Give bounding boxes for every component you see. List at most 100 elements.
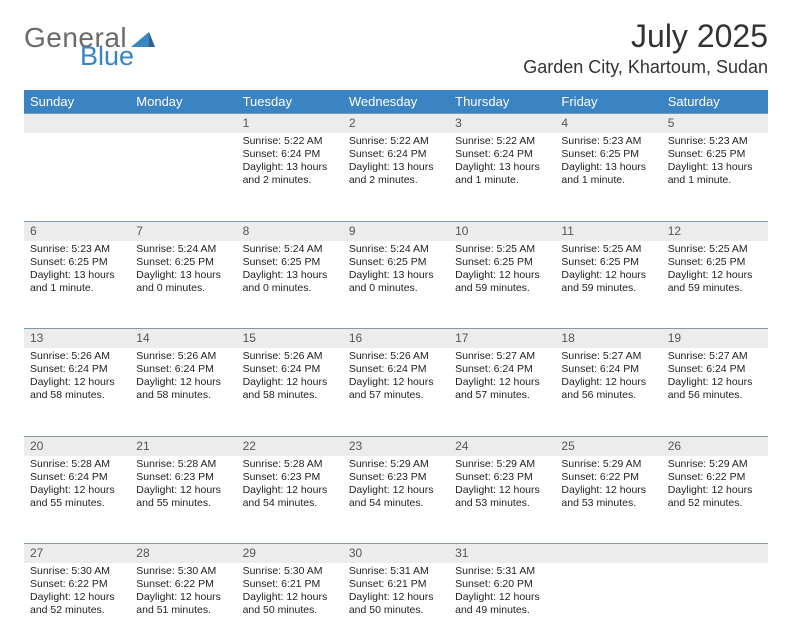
day-number: 26: [668, 439, 681, 453]
title-block: July 2025 Garden City, Khartoum, Sudan: [523, 18, 768, 78]
weekday-header: Wednesday: [343, 90, 449, 114]
day-number-cell: 13: [24, 329, 130, 349]
daynum-row: 12345: [24, 114, 768, 134]
day-detail-cell: Sunrise: 5:30 AMSunset: 6:21 PMDaylight:…: [237, 563, 343, 633]
detail-row: Sunrise: 5:22 AMSunset: 6:24 PMDaylight:…: [24, 133, 768, 221]
day-detail-cell: Sunrise: 5:29 AMSunset: 6:23 PMDaylight:…: [449, 456, 555, 544]
sunset-text: Sunset: 6:24 PM: [455, 148, 549, 161]
location-text: Garden City, Khartoum, Sudan: [523, 57, 768, 78]
day-detail-cell: Sunrise: 5:30 AMSunset: 6:22 PMDaylight:…: [130, 563, 236, 633]
page-header: General Blue July 2025 Garden City, Khar…: [24, 18, 768, 78]
day-number: 12: [668, 224, 681, 238]
day-number-cell: 29: [237, 544, 343, 564]
day-detail-cell: Sunrise: 5:29 AMSunset: 6:22 PMDaylight:…: [555, 456, 661, 544]
day-detail-cell: Sunrise: 5:28 AMSunset: 6:24 PMDaylight:…: [24, 456, 130, 544]
sunrise-text: Sunrise: 5:23 AM: [561, 135, 655, 148]
day-number-cell: 21: [130, 436, 236, 456]
sunrise-text: Sunrise: 5:30 AM: [243, 565, 337, 578]
day-detail-cell: Sunrise: 5:24 AMSunset: 6:25 PMDaylight:…: [237, 241, 343, 329]
sunset-text: Sunset: 6:22 PM: [668, 471, 762, 484]
daylight-text: Daylight: 12 hours and 59 minutes.: [668, 269, 762, 295]
sunset-text: Sunset: 6:24 PM: [455, 363, 549, 376]
day-detail-cell: Sunrise: 5:25 AMSunset: 6:25 PMDaylight:…: [662, 241, 768, 329]
sunrise-text: Sunrise: 5:22 AM: [455, 135, 549, 148]
day-detail-cell: Sunrise: 5:29 AMSunset: 6:23 PMDaylight:…: [343, 456, 449, 544]
sunrise-text: Sunrise: 5:29 AM: [455, 458, 549, 471]
daylight-text: Daylight: 12 hours and 59 minutes.: [455, 269, 549, 295]
daylight-text: Daylight: 12 hours and 52 minutes.: [668, 484, 762, 510]
day-number: 5: [668, 116, 675, 130]
sunset-text: Sunset: 6:24 PM: [136, 363, 230, 376]
daynum-row: 13 14 15 16 17 18 19: [24, 329, 768, 349]
sunrise-text: Sunrise: 5:28 AM: [30, 458, 124, 471]
weekday-header: Monday: [130, 90, 236, 114]
sunset-text: Sunset: 6:24 PM: [349, 363, 443, 376]
sunrise-text: Sunrise: 5:28 AM: [243, 458, 337, 471]
daylight-text: Daylight: 12 hours and 53 minutes.: [455, 484, 549, 510]
day-number-cell: 20: [24, 436, 130, 456]
day-detail-cell: Sunrise: 5:27 AMSunset: 6:24 PMDaylight:…: [449, 348, 555, 436]
daynum-row: 20212223242526: [24, 436, 768, 456]
sunset-text: Sunset: 6:22 PM: [136, 578, 230, 591]
sunrise-text: Sunrise: 5:23 AM: [668, 135, 762, 148]
sunrise-text: Sunrise: 5:30 AM: [136, 565, 230, 578]
sunset-text: Sunset: 6:22 PM: [30, 578, 124, 591]
day-detail-cell: [24, 133, 130, 221]
day-number: 1: [243, 116, 250, 130]
sunrise-text: Sunrise: 5:29 AM: [668, 458, 762, 471]
day-number-cell: [24, 114, 130, 134]
sunrise-text: Sunrise: 5:27 AM: [455, 350, 549, 363]
daylight-text: Daylight: 12 hours and 58 minutes.: [30, 376, 124, 402]
day-number: 24: [455, 439, 468, 453]
sunset-text: Sunset: 6:25 PM: [561, 256, 655, 269]
sunset-text: Sunset: 6:22 PM: [561, 471, 655, 484]
day-detail-cell: Sunrise: 5:23 AMSunset: 6:25 PMDaylight:…: [555, 133, 661, 221]
day-detail-cell: [555, 563, 661, 633]
sunrise-text: Sunrise: 5:26 AM: [136, 350, 230, 363]
logo-text-blue: Blue: [80, 43, 155, 70]
day-number: 9: [349, 224, 356, 238]
day-number-cell: 12: [662, 221, 768, 241]
day-number: 17: [455, 331, 468, 345]
day-number-cell: [555, 544, 661, 564]
day-number: 3: [455, 116, 462, 130]
day-number-cell: 8: [237, 221, 343, 241]
day-number: 7: [136, 224, 143, 238]
daylight-text: Daylight: 13 hours and 0 minutes.: [243, 269, 337, 295]
day-number: 2: [349, 116, 356, 130]
day-detail-cell: Sunrise: 5:22 AMSunset: 6:24 PMDaylight:…: [449, 133, 555, 221]
day-number: 15: [243, 331, 256, 345]
daylight-text: Daylight: 12 hours and 56 minutes.: [668, 376, 762, 402]
weekday-header: Saturday: [662, 90, 768, 114]
day-number: 18: [561, 331, 574, 345]
day-detail-cell: Sunrise: 5:29 AMSunset: 6:22 PMDaylight:…: [662, 456, 768, 544]
day-number: 30: [349, 546, 362, 560]
daylight-text: Daylight: 12 hours and 58 minutes.: [136, 376, 230, 402]
detail-row: Sunrise: 5:23 AMSunset: 6:25 PMDaylight:…: [24, 241, 768, 329]
daylight-text: Daylight: 13 hours and 2 minutes.: [243, 161, 337, 187]
day-detail-cell: [130, 133, 236, 221]
weekday-header: Tuesday: [237, 90, 343, 114]
sunrise-text: Sunrise: 5:29 AM: [349, 458, 443, 471]
daylight-text: Daylight: 12 hours and 51 minutes.: [136, 591, 230, 617]
day-number: 20: [30, 439, 43, 453]
sunrise-text: Sunrise: 5:29 AM: [561, 458, 655, 471]
day-number-cell: 19: [662, 329, 768, 349]
sunset-text: Sunset: 6:25 PM: [243, 256, 337, 269]
sunset-text: Sunset: 6:25 PM: [668, 256, 762, 269]
day-number-cell: 7: [130, 221, 236, 241]
daynum-row: 6789101112: [24, 221, 768, 241]
weekday-header: Sunday: [24, 90, 130, 114]
day-detail-cell: Sunrise: 5:31 AMSunset: 6:20 PMDaylight:…: [449, 563, 555, 633]
day-number: 14: [136, 331, 149, 345]
day-number: 19: [668, 331, 681, 345]
daylight-text: Daylight: 12 hours and 49 minutes.: [455, 591, 549, 617]
day-number: 16: [349, 331, 362, 345]
daylight-text: Daylight: 12 hours and 58 minutes.: [243, 376, 337, 402]
day-detail-cell: Sunrise: 5:24 AMSunset: 6:25 PMDaylight:…: [130, 241, 236, 329]
day-detail-cell: Sunrise: 5:27 AMSunset: 6:24 PMDaylight:…: [555, 348, 661, 436]
sunset-text: Sunset: 6:24 PM: [243, 148, 337, 161]
day-number-cell: 10: [449, 221, 555, 241]
day-number: 13: [30, 331, 43, 345]
sunset-text: Sunset: 6:23 PM: [136, 471, 230, 484]
